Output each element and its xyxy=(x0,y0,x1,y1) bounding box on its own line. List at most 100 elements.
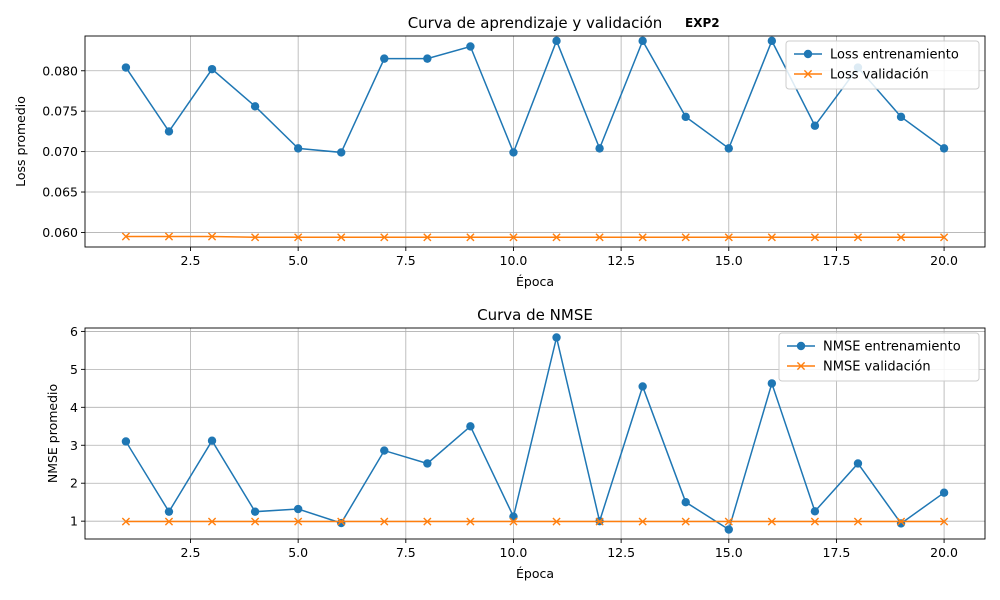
data-point xyxy=(121,232,131,241)
x-axis-label: Época xyxy=(516,274,554,289)
legend-box xyxy=(778,332,980,382)
data-point xyxy=(121,437,131,446)
data-point xyxy=(939,488,949,497)
data-point xyxy=(380,233,389,242)
data-point xyxy=(509,148,518,157)
data-point xyxy=(595,233,604,242)
data-point xyxy=(638,233,647,242)
x-tick-label: 15.0 xyxy=(715,545,743,560)
data-point xyxy=(207,517,217,526)
data-point xyxy=(724,517,733,526)
data-point xyxy=(121,517,131,526)
y-axis-label: NMSE promedio xyxy=(45,384,60,483)
y-tick-label: 3 xyxy=(70,438,78,453)
data-point xyxy=(552,333,561,342)
x-tick-label: 5.0 xyxy=(288,253,308,268)
x-tick-label: 20.0 xyxy=(930,253,958,268)
data-point xyxy=(423,517,432,526)
data-point xyxy=(466,422,475,431)
chart-title: Curva de NMSE xyxy=(477,306,593,324)
data-point xyxy=(595,144,604,153)
data-point xyxy=(164,517,174,526)
data-point xyxy=(337,233,346,242)
data-point xyxy=(767,517,776,526)
y-tick-label: 0.080 xyxy=(42,63,78,78)
x-tick-label: 10.0 xyxy=(500,253,528,268)
data-point xyxy=(293,504,303,514)
x-tick-label: 10.0 xyxy=(500,545,528,560)
legend-label: Loss entrenamiento xyxy=(830,48,959,63)
axes-frame xyxy=(84,35,986,248)
data-point xyxy=(939,144,949,153)
data-point xyxy=(853,459,863,468)
data-point xyxy=(724,525,733,534)
x-tick-label: 17.5 xyxy=(823,253,851,268)
axes-frame xyxy=(84,327,986,540)
x-tick-label: 2.5 xyxy=(181,253,201,268)
x-tick-label: 15.0 xyxy=(715,253,743,268)
data-point xyxy=(552,517,561,526)
y-tick-label: 5 xyxy=(70,362,78,377)
x-tick-label: 5.0 xyxy=(288,545,308,560)
y-tick-label: 0.070 xyxy=(42,144,78,159)
data-point xyxy=(423,54,432,63)
x-tick-label: 7.5 xyxy=(396,545,416,560)
data-point xyxy=(294,517,303,526)
data-point xyxy=(337,148,346,157)
legend-marker xyxy=(803,49,813,59)
data-point xyxy=(810,121,820,130)
data-point xyxy=(896,112,906,122)
data-point xyxy=(337,517,346,526)
y-tick-label: 2 xyxy=(70,476,78,491)
x-axis-label: Época xyxy=(516,566,554,581)
data-point xyxy=(552,36,561,46)
data-point xyxy=(681,497,690,507)
x-tick-label: 12.5 xyxy=(607,253,635,268)
data-point xyxy=(294,233,303,242)
data-point xyxy=(423,233,432,242)
data-point xyxy=(681,517,690,526)
data-point xyxy=(638,36,647,46)
data-point xyxy=(207,436,217,445)
data-point xyxy=(509,233,518,242)
data-point xyxy=(681,233,690,242)
data-point xyxy=(724,144,733,153)
legend-label: NMSE entrenamiento xyxy=(823,340,961,355)
y-tick-label: 0.060 xyxy=(42,225,78,240)
x-tick-label: 17.5 xyxy=(823,545,851,560)
series-line-train xyxy=(125,337,945,531)
y-tick-label: 0.065 xyxy=(42,185,78,200)
y-axis-label: Loss promedio xyxy=(13,96,28,187)
data-point xyxy=(767,36,777,46)
data-point xyxy=(638,517,647,526)
data-point xyxy=(423,459,432,468)
legend-marker xyxy=(796,341,806,351)
data-point xyxy=(337,518,346,528)
legend-label: NMSE validación xyxy=(823,360,931,375)
data-point xyxy=(939,233,949,242)
data-point xyxy=(896,233,906,242)
data-point xyxy=(207,232,217,241)
legend-marker xyxy=(796,361,806,371)
legend-marker xyxy=(803,69,813,79)
x-tick-label: 20.0 xyxy=(930,545,958,560)
data-point xyxy=(810,233,819,242)
x-tick-label: 2.5 xyxy=(181,545,201,560)
data-point xyxy=(509,517,518,526)
data-point xyxy=(250,507,260,516)
data-point xyxy=(293,144,303,153)
series-line-val xyxy=(125,235,945,239)
data-point xyxy=(380,446,389,455)
y-tick-label: 0.075 xyxy=(42,104,78,119)
data-point xyxy=(121,63,131,72)
data-point xyxy=(466,517,475,526)
data-point xyxy=(466,233,475,242)
x-tick-label: 12.5 xyxy=(607,545,635,560)
data-point xyxy=(767,379,777,388)
legend-label: Loss validación xyxy=(830,68,929,83)
x-tick-label: 7.5 xyxy=(396,253,416,268)
data-point xyxy=(638,382,647,391)
data-point xyxy=(595,517,604,526)
data-point xyxy=(896,517,906,526)
data-point xyxy=(164,507,174,516)
